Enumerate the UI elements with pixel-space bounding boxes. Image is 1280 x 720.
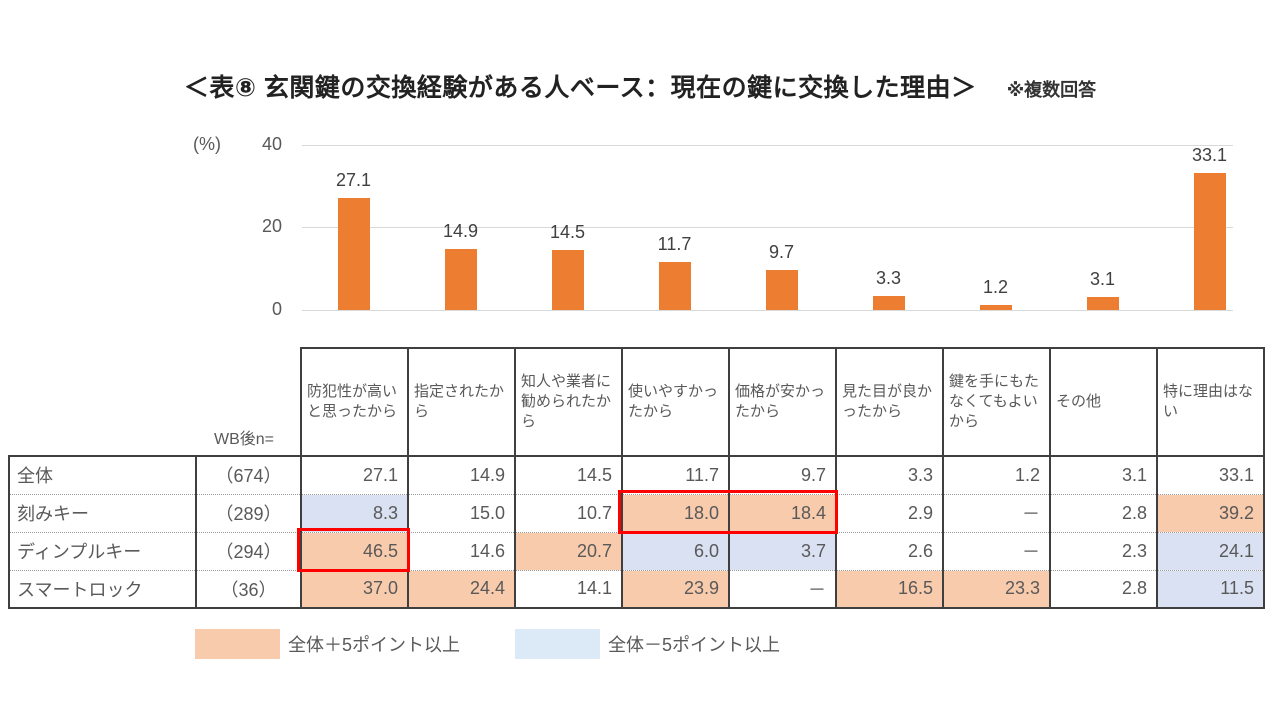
legend-swatch-low xyxy=(515,629,600,659)
value-cell: 3.1 xyxy=(1049,455,1158,494)
row-sample-size: （289） xyxy=(195,493,302,532)
results-table-container: WB後n= 防犯性が高いと思ったから 指定されたから 知人や業者に勧められたから 使いや… xyxy=(8,347,1265,609)
row-sample-size: （294） xyxy=(195,531,302,570)
table-row: 刻みキー （289） 8.3 15.0 10.7 18.0 18.4 2.9 － 2.8 39.2 xyxy=(8,493,1265,532)
bar-指定されたから xyxy=(444,248,477,310)
value-cell: 2.8 xyxy=(1049,569,1158,609)
value-cell: 46.5 xyxy=(300,531,409,570)
bar-特に理由はない xyxy=(1193,173,1226,310)
value-cell: 6.0 xyxy=(621,531,730,570)
y-axis-unit-label: (%) xyxy=(193,134,221,154)
value-cell: 24.1 xyxy=(1156,531,1265,570)
value-cell: 18.0 xyxy=(621,493,730,532)
value-cell: 14.5 xyxy=(514,455,623,494)
value-cell: 23.3 xyxy=(942,569,1051,609)
bar-価格が安かったから xyxy=(765,270,798,310)
results-table: WB後n= 防犯性が高いと思ったから 指定されたから 知人や業者に勧められたから 使いや… xyxy=(8,347,1265,609)
bar-chart-plot-area: 27.1 14.9 14.5 11.7 9.7 3.3 1.2 3.1 33.1 xyxy=(300,144,1263,311)
value-cell: 20.7 xyxy=(514,531,623,570)
bar-value-label: 1.2 xyxy=(982,277,1009,298)
gridline xyxy=(302,144,1233,146)
value-cell: 15.0 xyxy=(407,493,516,532)
value-cell: 3.3 xyxy=(835,455,944,494)
multiple-answer-note: ※複数回答 xyxy=(1006,80,1097,100)
legend-swatch-high xyxy=(195,629,280,659)
table-row: スマートロック （36） 37.0 24.4 14.1 23.9 － 16.5 23.3 2.8 1… xyxy=(8,569,1265,609)
row-sample-size: （674） xyxy=(195,455,302,494)
bar-使いやすかったから xyxy=(658,261,691,310)
value-cell: 39.2 xyxy=(1156,493,1265,532)
header: ＜表⑧ 玄関鍵の交換経験がある人ベース：現在の鍵に交換した理由＞ ※複数回答 xyxy=(0,68,1280,104)
legend-label-high: 全体＋5ポイント以上 xyxy=(288,635,461,655)
column-header: 指定されたから xyxy=(407,347,516,457)
page-title: ＜表⑧ 玄関鍵の交換経験がある人ベース：現在の鍵に交換した理由＞ xyxy=(183,74,977,102)
value-cell: 10.7 xyxy=(514,493,623,532)
value-cell: 27.1 xyxy=(300,455,409,494)
value-cell: 14.9 xyxy=(407,455,516,494)
legend-item-low: 全体－5ポイント以上 xyxy=(515,629,780,659)
column-header: 特に理由はない xyxy=(1156,347,1265,457)
y-tick-20: 20 xyxy=(261,216,282,236)
column-header: 価格が安かったから xyxy=(728,347,837,457)
bar-value-label: 33.1 xyxy=(1191,145,1228,166)
y-tick-40: 40 xyxy=(261,134,282,154)
value-cell: 9.7 xyxy=(728,455,837,494)
value-cell: － xyxy=(942,493,1051,532)
value-cell: 16.5 xyxy=(835,569,944,609)
bar-その他 xyxy=(1086,297,1119,310)
legend-label-low: 全体－5ポイント以上 xyxy=(608,635,781,655)
column-header: その他 xyxy=(1049,347,1158,457)
legend-item-high: 全体＋5ポイント以上 xyxy=(195,629,460,659)
value-cell: 14.6 xyxy=(407,531,516,570)
value-cell: 14.1 xyxy=(514,569,623,609)
table-row: 全体 （674） 27.1 14.9 14.5 11.7 9.7 3.3 1.2 3.1 33.1 xyxy=(8,455,1265,494)
value-cell: 23.9 xyxy=(621,569,730,609)
value-cell: 2.6 xyxy=(835,531,944,570)
column-header: 使いやすかったから xyxy=(621,347,730,457)
bar-知人や業者に勧められたから xyxy=(551,250,584,310)
value-cell: 11.5 xyxy=(1156,569,1265,609)
bar-value-label: 14.9 xyxy=(442,220,479,241)
column-header: 鍵を手にもたなくてもよいから xyxy=(942,347,1051,457)
row-label: 全体 xyxy=(8,455,197,494)
gridline xyxy=(302,309,1233,311)
n-column-header: WB後n= xyxy=(213,431,274,448)
row-sample-size: （36） xyxy=(195,569,302,609)
header-blank-cell xyxy=(9,348,196,456)
bar-value-label: 9.7 xyxy=(768,241,795,262)
bar-value-label: 3.1 xyxy=(1089,269,1116,290)
column-header: 見た目が良かったから xyxy=(835,347,944,457)
value-cell: 18.4 xyxy=(728,493,837,532)
value-cell: － xyxy=(728,569,837,609)
value-cell: 37.0 xyxy=(300,569,409,609)
row-label: スマートロック xyxy=(8,569,197,609)
table-row: ディンプルキー （294） 46.5 14.6 20.7 6.0 3.7 2.6 － 2.3 24.… xyxy=(8,531,1265,570)
bar-value-label: 27.1 xyxy=(335,170,372,191)
bar-value-label: 11.7 xyxy=(657,233,692,254)
bar-防犯性が高いと思ったから xyxy=(337,198,370,310)
row-label: ディンプルキー xyxy=(8,531,197,570)
value-cell: 11.7 xyxy=(621,455,730,494)
value-cell: 2.8 xyxy=(1049,493,1158,532)
gridline xyxy=(302,227,1233,228)
value-cell: 24.4 xyxy=(407,569,516,609)
bar-鍵を手にもたなくてもよいから xyxy=(979,305,1012,310)
column-header: 知人や業者に勧められたから xyxy=(514,347,623,457)
value-cell: 33.1 xyxy=(1156,455,1265,494)
bar-value-label: 14.5 xyxy=(549,222,586,243)
y-tick-0: 0 xyxy=(271,299,282,319)
value-cell: 2.3 xyxy=(1049,531,1158,570)
row-label: 刻みキー xyxy=(8,493,197,532)
bar-value-label: 3.3 xyxy=(875,268,902,289)
value-cell: － xyxy=(942,531,1051,570)
value-cell: 8.3 xyxy=(300,493,409,532)
value-cell: 2.9 xyxy=(835,493,944,532)
column-header: 防犯性が高いと思ったから xyxy=(300,347,409,457)
value-cell: 1.2 xyxy=(942,455,1051,494)
bar-見た目が良かったから xyxy=(872,296,905,310)
value-cell: 3.7 xyxy=(728,531,837,570)
